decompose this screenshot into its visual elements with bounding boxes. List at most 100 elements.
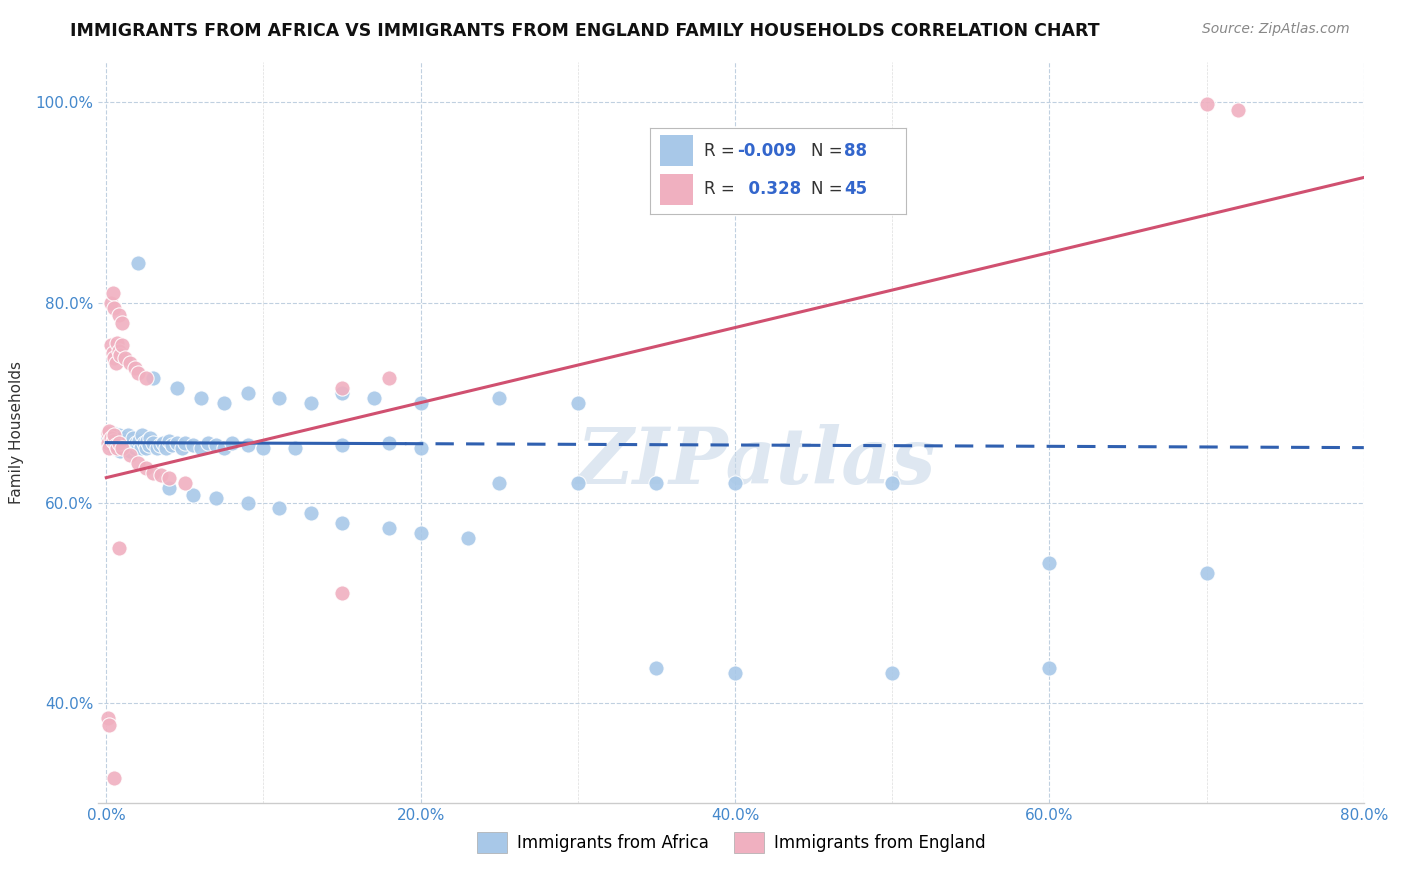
Point <box>157 481 180 495</box>
Point <box>105 335 128 350</box>
Text: Source: ZipAtlas.com: Source: ZipAtlas.com <box>1202 22 1350 37</box>
Point <box>330 585 353 599</box>
Point <box>125 435 148 450</box>
Point <box>236 437 259 451</box>
Point <box>101 345 124 359</box>
Point <box>118 443 141 458</box>
Point <box>488 391 510 405</box>
Point <box>114 434 136 448</box>
Point <box>567 395 589 409</box>
Point <box>1195 97 1218 112</box>
Point <box>269 391 291 405</box>
Point <box>97 431 120 445</box>
Point <box>212 441 235 455</box>
Point <box>108 343 131 358</box>
Point <box>378 521 401 535</box>
Point <box>110 435 132 450</box>
Point <box>330 381 353 395</box>
Point <box>98 441 121 455</box>
Text: 88: 88 <box>845 142 868 160</box>
Point <box>104 437 127 451</box>
Point <box>101 285 124 300</box>
Point <box>197 435 219 450</box>
Point <box>104 355 127 369</box>
Point <box>103 351 125 365</box>
Legend: Immigrants from Africa, Immigrants from England: Immigrants from Africa, Immigrants from … <box>468 824 994 861</box>
Point <box>363 391 385 405</box>
Point <box>98 437 121 451</box>
Text: N =: N = <box>811 180 848 198</box>
Point <box>378 435 401 450</box>
Point <box>127 437 149 451</box>
Point <box>190 441 212 455</box>
Point <box>252 441 274 455</box>
Point <box>114 351 136 365</box>
Point <box>236 385 259 400</box>
Point <box>100 427 122 442</box>
Point <box>1038 661 1060 675</box>
Point <box>882 665 904 680</box>
Point <box>145 441 167 455</box>
Point <box>111 431 134 445</box>
Point <box>236 496 259 510</box>
Point <box>104 431 127 445</box>
Point <box>117 427 139 442</box>
Text: N =: N = <box>811 142 848 160</box>
Text: 45: 45 <box>845 180 868 198</box>
Point <box>173 435 195 450</box>
Point <box>118 355 141 369</box>
Point <box>152 435 174 450</box>
Point <box>108 308 131 322</box>
Point <box>409 441 432 455</box>
Point <box>105 434 128 448</box>
Point <box>409 395 432 409</box>
Point <box>105 441 128 455</box>
Point <box>724 475 747 490</box>
Point <box>150 467 173 482</box>
Point <box>135 441 157 455</box>
Point <box>330 437 353 451</box>
Point <box>135 460 157 475</box>
Point <box>409 525 432 540</box>
Text: IMMIGRANTS FROM AFRICA VS IMMIGRANTS FROM ENGLAND FAMILY HOUSEHOLDS CORRELATION : IMMIGRANTS FROM AFRICA VS IMMIGRANTS FRO… <box>70 22 1099 40</box>
Point <box>100 337 122 351</box>
Point <box>100 295 122 310</box>
Point <box>142 370 165 384</box>
FancyBboxPatch shape <box>659 136 693 166</box>
Text: R =: R = <box>703 180 740 198</box>
Point <box>269 500 291 515</box>
Point <box>101 425 124 440</box>
Point <box>567 475 589 490</box>
Point <box>181 488 204 502</box>
Point <box>205 491 228 505</box>
Point <box>1038 556 1060 570</box>
Point <box>118 448 141 462</box>
Point <box>645 475 668 490</box>
Point <box>645 661 668 675</box>
Point <box>157 434 180 448</box>
Point <box>111 435 134 450</box>
Text: 0.328: 0.328 <box>737 180 801 198</box>
Point <box>101 441 124 455</box>
Point <box>108 541 131 555</box>
Point <box>882 475 904 490</box>
Point <box>135 370 157 384</box>
Point <box>170 441 193 455</box>
Point <box>1195 566 1218 580</box>
Point <box>131 427 153 442</box>
Point <box>98 718 121 732</box>
Point <box>110 443 132 458</box>
Point <box>100 431 122 445</box>
Point <box>488 475 510 490</box>
Point <box>111 337 134 351</box>
Point <box>127 366 149 380</box>
Point <box>120 435 142 450</box>
Point <box>111 316 134 330</box>
Point <box>155 441 177 455</box>
Point <box>190 391 212 405</box>
Point <box>112 437 135 451</box>
Point <box>284 441 307 455</box>
Point <box>212 395 235 409</box>
Point <box>103 771 125 785</box>
Point <box>166 435 188 450</box>
